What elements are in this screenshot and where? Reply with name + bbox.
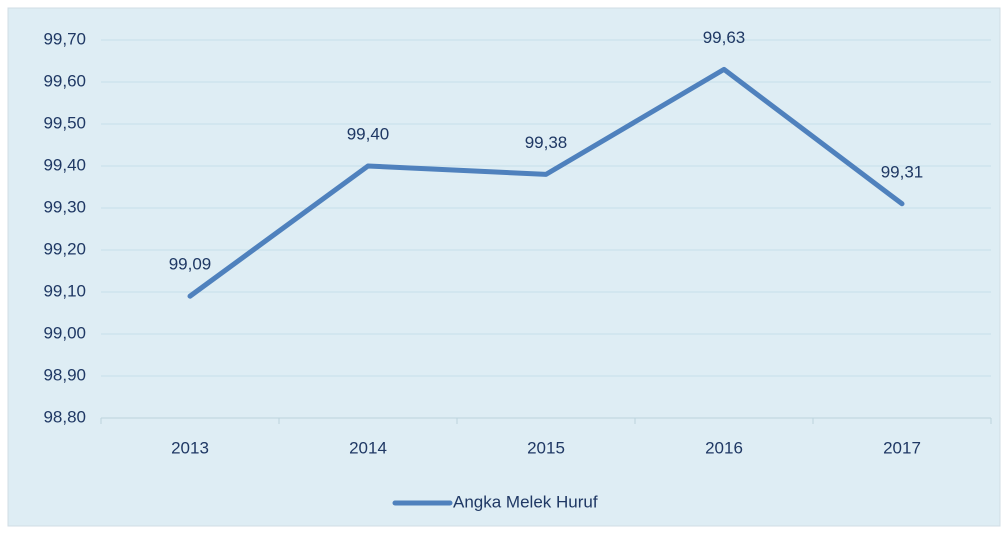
data-label: 99,31: [881, 162, 924, 181]
x-tick-label: 2017: [883, 438, 921, 457]
y-tick-label: 99,30: [43, 197, 86, 216]
y-tick-label: 99,10: [43, 281, 86, 300]
chart-background: [7, 7, 1001, 527]
x-tick-label: 2014: [349, 438, 387, 457]
y-tick-label: 99,70: [43, 29, 86, 48]
y-tick-label: 98,80: [43, 407, 86, 426]
legend-label: Angka Melek Huruf: [453, 492, 598, 511]
x-tick-label: 2016: [705, 438, 743, 457]
data-label: 99,40: [347, 124, 390, 143]
y-tick-label: 99,60: [43, 71, 86, 90]
y-tick-label: 99,00: [43, 323, 86, 342]
y-tick-label: 99,20: [43, 239, 86, 258]
data-label: 99,09: [169, 255, 212, 274]
y-tick-label: 99,50: [43, 113, 86, 132]
series-line: [187, 66, 905, 299]
data-label: 99,63: [703, 28, 746, 47]
y-tick-label: 99,40: [43, 155, 86, 174]
data-label: 99,38: [525, 133, 568, 152]
x-tick-label: 2013: [171, 438, 209, 457]
y-tick-label: 98,90: [43, 365, 86, 384]
x-tick-label: 2015: [527, 438, 565, 457]
